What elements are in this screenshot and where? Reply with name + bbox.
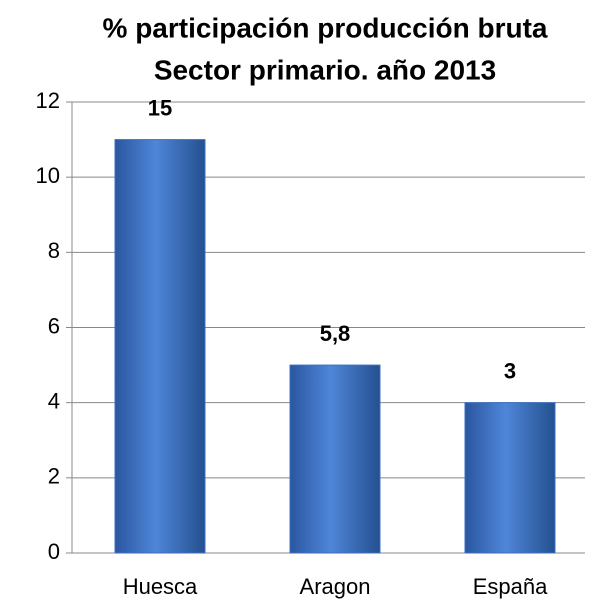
y-tick-label: 2: [48, 464, 60, 489]
annotation: 5,8: [320, 321, 351, 346]
y-tick-label: 10: [36, 163, 60, 188]
y-tick-label: 8: [48, 238, 60, 263]
bar: [114, 139, 206, 554]
x-tick-label: Aragon: [300, 574, 371, 599]
bar: [289, 364, 381, 554]
y-tick-label: 12: [36, 88, 60, 113]
x-tick-label: España: [473, 574, 548, 599]
x-tick-label: Huesca: [123, 574, 198, 599]
annotation: 3: [504, 358, 516, 383]
y-tick-label: 6: [48, 313, 60, 338]
annotation: 15: [148, 95, 172, 120]
bar: [464, 402, 556, 554]
y-tick-label: 4: [48, 388, 60, 413]
chart-title: % participación producción bruta: [103, 12, 548, 43]
chart-title: Sector primario. año 2013: [154, 54, 496, 85]
y-tick-label: 0: [48, 539, 60, 564]
